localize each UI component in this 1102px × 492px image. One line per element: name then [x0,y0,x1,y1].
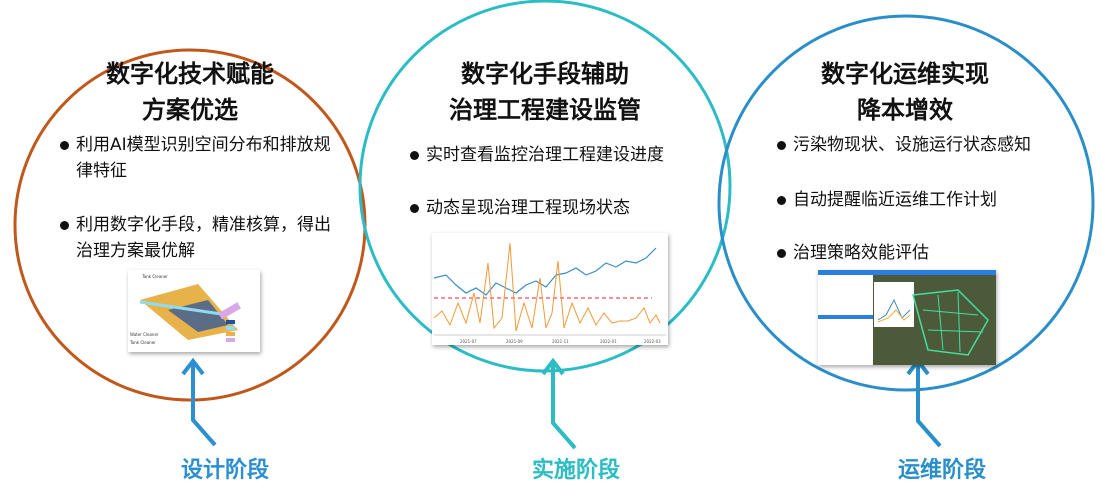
implement-arrow-icon [541,357,577,450]
operate-item: 污染物现状、设施运行状态感知 [777,132,1083,158]
map-label: Water Cleaner [130,332,159,337]
design-item: 利用AI模型识别空间分布和排放规律特征 [60,132,341,184]
map-label: Tank Cleaner [141,274,168,279]
operate-circle [717,14,1095,392]
operate-arrow-icon [906,357,942,448]
implement-title: 数字化手段辅助 治理工程建设监管 [449,60,641,124]
stage-operate: 运维阶段 [898,458,987,483]
x-tick: 2021-07 [460,339,477,344]
design-map-image: Tank Cleaner Water Cleaner Tank Cleaner [128,270,260,352]
stage-implement: 实施阶段 [532,458,621,483]
implement-item: 实时查看监控治理工程建设进度 [410,142,716,168]
x-tick: 2021-09 [506,339,523,344]
design-item: 利用数字化手段，精准核算，得出治理方案最优解 [60,212,341,264]
x-tick: 2022-01 [600,339,617,344]
design-arrow-icon [181,357,217,447]
operate-item: 自动提醒临近运维工作计划 [777,187,1083,213]
design-title: 数字化技术赋能 方案优选 [106,60,274,124]
implement-chart-image: 2021-07 2021-09 2021-11 2022-01 2022-03 [432,233,668,345]
stage-design: 设计阶段 [181,458,270,483]
operate-item: 治理策略效能评估 [777,240,1083,266]
x-tick: 2021-11 [552,339,569,344]
operate-title: 数字化运维实现 降本增效 [821,60,989,124]
x-tick: 2022-03 [644,339,661,344]
operate-dashboard-image [818,270,996,365]
map-label: Tank Cleaner [129,340,156,345]
implement-item: 动态呈现治理工程现场状态 [410,195,716,221]
